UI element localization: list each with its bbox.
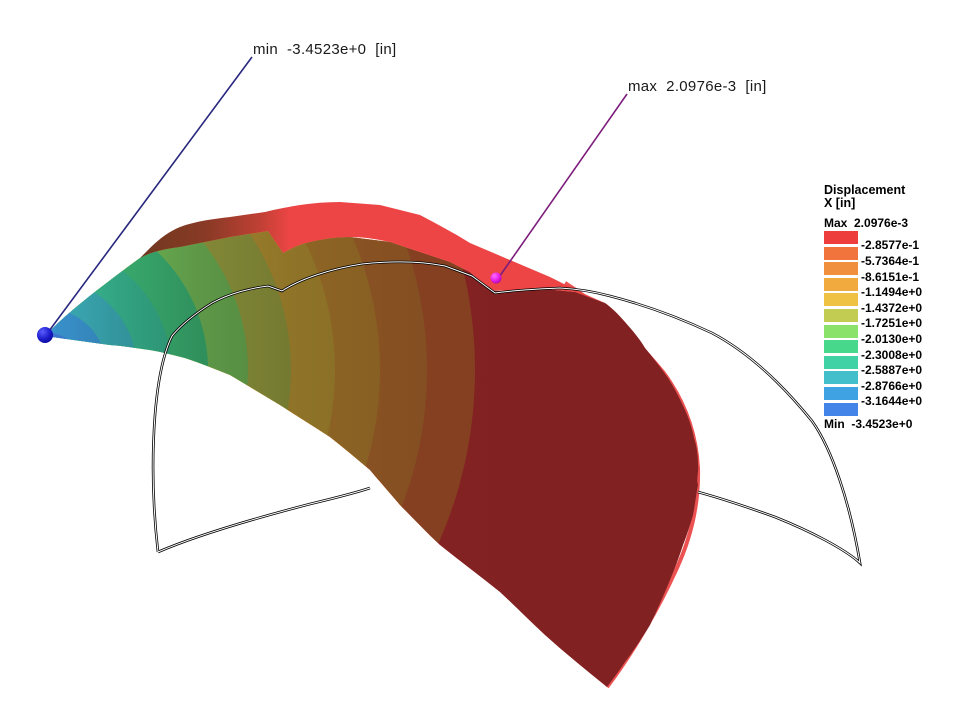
surface-rim: [140, 202, 605, 303]
legend-swatch: [824, 340, 858, 354]
legend-panel: Displacement X [in] Max 2.0976e-3 -2.857…: [824, 184, 962, 434]
legend-swatch: [824, 371, 858, 385]
legend-swatch: [824, 402, 858, 416]
legend-title-line1: Displacement: [824, 183, 906, 197]
min-annotation: min -3.4523e+0 [in]: [253, 41, 397, 58]
min-leader-line: [48, 56, 253, 332]
legend-swatch: [824, 324, 858, 338]
legend-tick-label: -1.4372e+0: [861, 300, 923, 315]
legend-tick-label: -2.0130e+0: [861, 331, 923, 346]
max-annotation: max 2.0976e-3 [in]: [628, 78, 767, 95]
legend-tick-label: -2.5887e+0: [861, 363, 923, 378]
legend-swatch: [824, 246, 858, 260]
legend-tick-label: -1.1494e+0: [861, 285, 923, 300]
legend-tick-label: -8.6151e-1: [861, 269, 920, 284]
legend-swatch: [824, 309, 858, 322]
legend-min-label: Min -3.4523e+0: [824, 417, 913, 431]
undeformed-wireframe: [151, 260, 862, 567]
max-leader-line: [496, 93, 628, 281]
legend-swatch: [824, 262, 858, 276]
legend-tick-label: -2.8577e-1: [861, 238, 920, 253]
legend-max-label: Max 2.0976e-3: [824, 216, 909, 230]
legend-swatch: [824, 387, 858, 400]
legend-tick-label: -2.3008e+0: [861, 347, 923, 362]
legend-swatch: [824, 231, 858, 244]
legend-swatch: [824, 277, 858, 291]
legend-swatch: [824, 355, 858, 369]
contour-band: [45, 332, 83, 408]
min-marker[interactable]: [37, 327, 53, 343]
legend-tick-label: -2.8766e+0: [861, 378, 923, 393]
legend-swatch: [824, 293, 858, 307]
legend-title-line2: X [in]: [824, 196, 856, 210]
legend-tick-label: -3.1644e+0: [861, 394, 923, 409]
legend-tick-label: -5.7364e-1: [861, 253, 920, 268]
legend-tick-label: -1.7251e+0: [861, 316, 923, 331]
max-marker[interactable]: [490, 272, 502, 284]
